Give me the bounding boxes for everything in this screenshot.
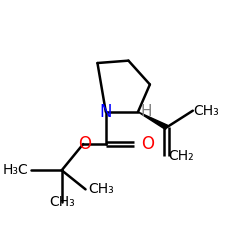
Text: H₃C: H₃C xyxy=(2,163,28,177)
Text: O: O xyxy=(78,135,91,153)
Text: H: H xyxy=(140,104,152,120)
Text: O: O xyxy=(141,135,154,153)
Text: CH₃: CH₃ xyxy=(49,196,74,209)
Text: CH₂: CH₂ xyxy=(168,149,194,163)
Polygon shape xyxy=(138,112,168,130)
Text: N: N xyxy=(100,103,112,121)
Text: CH₃: CH₃ xyxy=(193,104,219,118)
Text: CH₃: CH₃ xyxy=(88,182,114,196)
